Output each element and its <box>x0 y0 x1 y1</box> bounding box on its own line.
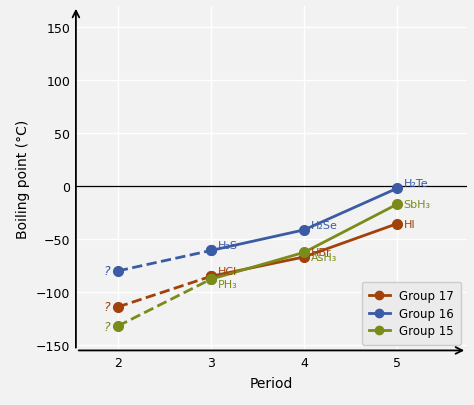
Y-axis label: Boiling point (°C): Boiling point (°C) <box>17 119 30 238</box>
Text: HCl: HCl <box>218 266 237 277</box>
Text: H₂Se: H₂Se <box>310 220 337 230</box>
Text: ?: ? <box>104 265 110 278</box>
Text: PH₃: PH₃ <box>218 279 237 290</box>
Text: HBr: HBr <box>310 247 331 257</box>
Text: ?: ? <box>104 320 110 333</box>
Text: HI: HI <box>404 219 415 229</box>
Text: H₂Te: H₂Te <box>404 179 428 189</box>
Text: SbH₃: SbH₃ <box>404 200 431 210</box>
X-axis label: Period: Period <box>250 376 293 390</box>
Text: ?: ? <box>104 301 110 314</box>
Text: AsH₃: AsH₃ <box>310 253 337 263</box>
Legend: Group 17, Group 16, Group 15: Group 17, Group 16, Group 15 <box>362 282 461 345</box>
Text: H₂S: H₂S <box>218 241 237 251</box>
